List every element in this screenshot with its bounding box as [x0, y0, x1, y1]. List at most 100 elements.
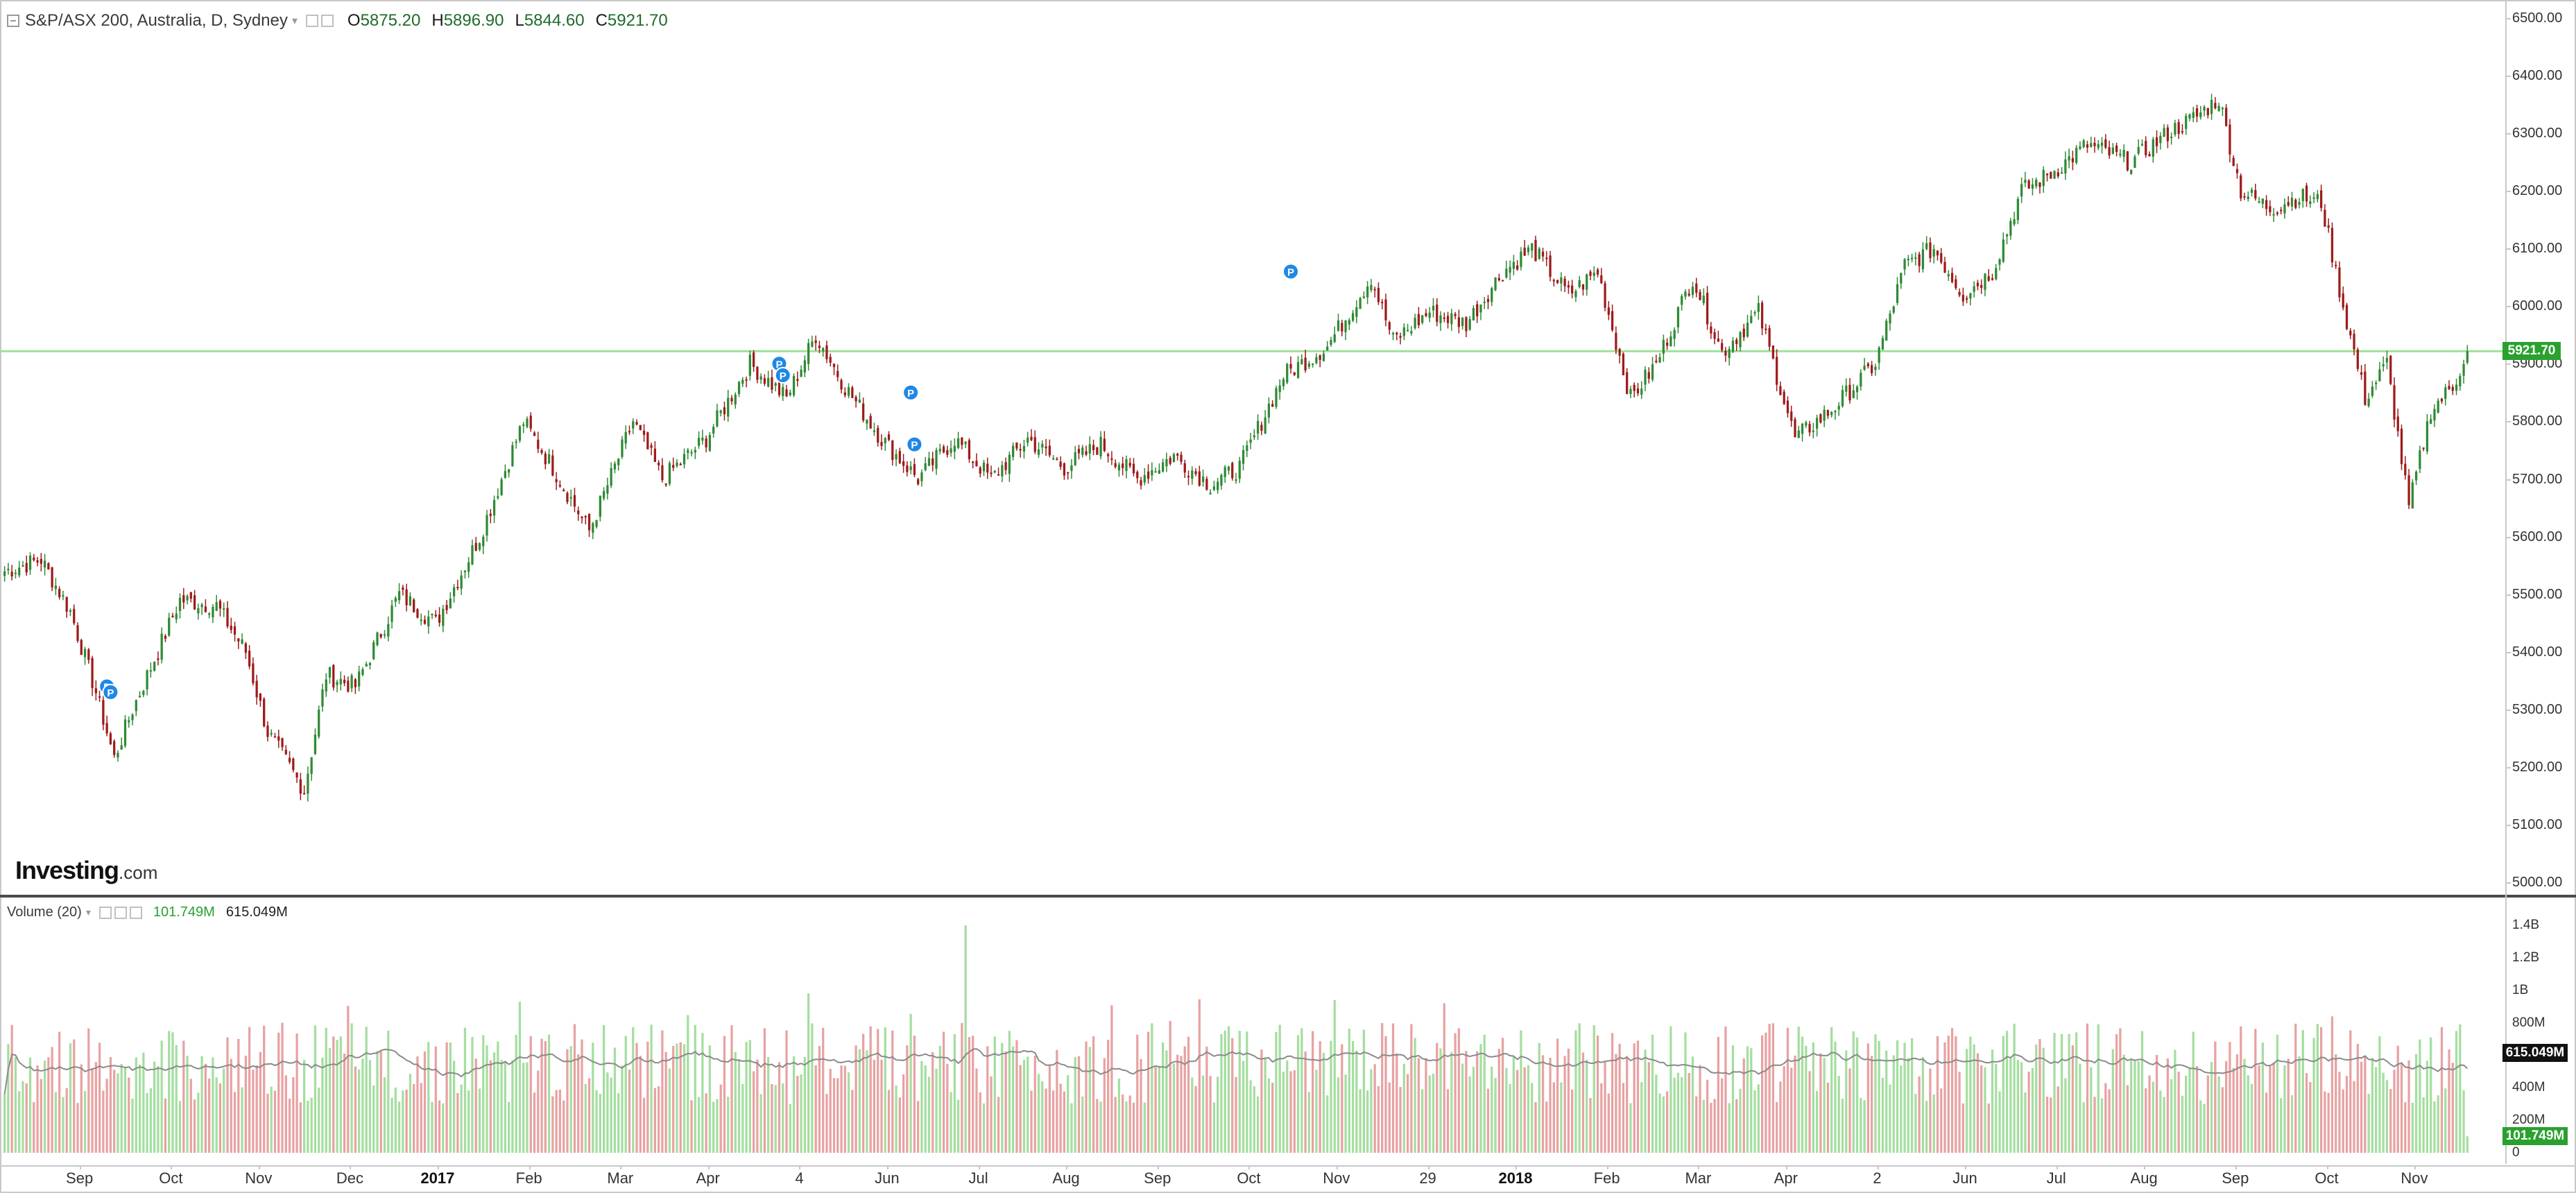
volume-bar — [931, 1052, 934, 1153]
candle-body — [1578, 280, 1581, 287]
volume-bar — [1315, 1070, 1318, 1153]
candle-body — [1834, 411, 1837, 413]
candle-body — [182, 594, 185, 603]
volume-title[interactable]: Volume (20) — [7, 904, 82, 920]
volume-bar — [310, 1097, 313, 1153]
candle-body — [1417, 314, 1420, 326]
candle-body — [1282, 379, 1285, 386]
candle-body — [105, 723, 108, 734]
candle-body — [1662, 339, 1665, 354]
candle-body — [701, 437, 704, 441]
candle-body — [339, 678, 342, 685]
volume-bar — [1717, 1036, 1720, 1153]
candle-body — [635, 422, 638, 425]
candle-body — [1344, 320, 1347, 332]
candle-body — [1845, 385, 1848, 392]
hide-icon[interactable] — [114, 906, 127, 919]
settings-icon[interactable] — [305, 15, 318, 27]
volume-bar — [387, 1030, 390, 1153]
volume-bar — [1760, 1035, 1764, 1153]
hide-icon[interactable] — [320, 15, 334, 27]
candle-body — [818, 345, 821, 348]
volume-bar — [1341, 1044, 1343, 1153]
candle-body — [1136, 472, 1139, 479]
collapse-icon[interactable] — [7, 15, 19, 27]
price-axis-tick — [2505, 766, 2511, 769]
candle-body — [592, 523, 594, 533]
candle-body — [197, 608, 200, 614]
candle-body — [328, 667, 332, 678]
chevron-down-icon[interactable]: ▾ — [85, 907, 91, 918]
price-axis-tick — [2505, 536, 2511, 538]
volume-bar — [474, 1058, 477, 1153]
volume-bar — [1571, 1089, 1574, 1153]
volume-bar — [898, 1097, 901, 1153]
volume-bar — [1128, 1095, 1131, 1153]
volume-bar — [1217, 1076, 1219, 1153]
candle-body — [558, 485, 562, 487]
volume-bar — [14, 1056, 17, 1153]
volume-bar — [1337, 1077, 1340, 1153]
candle-body — [1366, 286, 1369, 298]
volume-bar — [22, 1081, 24, 1153]
chevron-down-icon[interactable]: ▾ — [291, 15, 298, 27]
candle-body — [120, 745, 123, 750]
volume-bar — [2407, 1060, 2410, 1153]
volume-bar — [592, 1042, 594, 1153]
volume-bar — [252, 1070, 255, 1153]
volume-bar — [1246, 1031, 1248, 1153]
volume-bar — [1706, 1079, 1709, 1153]
volume-bar — [1151, 1023, 1153, 1153]
event-markers[interactable]: PPPPPPP — [98, 263, 1300, 701]
candle-body — [748, 354, 751, 376]
candle-body — [273, 736, 277, 738]
candle-body — [1128, 463, 1131, 466]
volume-bar — [182, 1040, 185, 1153]
candle-body — [529, 415, 532, 429]
volume-bar — [906, 1045, 909, 1153]
pane-divider[interactable] — [0, 895, 2576, 898]
candle-body — [2283, 204, 2286, 214]
candle-body — [906, 465, 909, 472]
candle-body — [2385, 358, 2389, 363]
volume-bar — [964, 925, 967, 1153]
volume-bar — [1914, 1094, 1917, 1153]
volume-bar — [314, 1025, 317, 1153]
candle-body — [1311, 363, 1314, 365]
candle-body — [1015, 443, 1018, 449]
candle-body — [1267, 404, 1271, 418]
time-axis-tick — [1066, 1165, 1068, 1169]
volume-bar — [759, 1094, 762, 1153]
candle-body — [1253, 435, 1255, 438]
candle-body — [43, 560, 46, 568]
candle-body — [10, 572, 13, 576]
volume-current-flag: 101.749M — [2502, 1127, 2568, 1146]
time-axis[interactable] — [0, 1165, 2576, 1193]
time-axis-label: Sep — [2222, 1169, 2249, 1187]
volume-bar — [2145, 1088, 2147, 1153]
candle-body — [204, 606, 207, 612]
volume-bar — [1253, 1086, 1255, 1153]
candle-body — [610, 467, 612, 486]
volume-bar — [1699, 1065, 1701, 1153]
candle-body — [624, 431, 627, 444]
symbol-title[interactable]: S&P/ASX 200, Australia, D, Sydney — [25, 11, 288, 30]
volume-bar — [1085, 1041, 1088, 1153]
candle-body — [2261, 198, 2264, 204]
settings-icon[interactable] — [98, 906, 112, 919]
time-axis-tick — [799, 1165, 801, 1169]
candle-body — [2152, 139, 2154, 157]
volume-bar — [164, 1098, 167, 1153]
close-icon[interactable] — [129, 906, 142, 919]
volume-bar — [2309, 1081, 2312, 1153]
candle-body — [2451, 387, 2454, 391]
candle-body — [1604, 283, 1606, 308]
candle-body — [2082, 140, 2085, 148]
volume-bar — [1486, 1088, 1490, 1153]
volume-bar — [1961, 1103, 1964, 1153]
volume-bar — [1048, 1065, 1051, 1153]
volume-bar — [1045, 1088, 1047, 1153]
volume-bar — [1586, 1059, 1588, 1153]
time-axis-label: Jun — [1952, 1169, 1977, 1187]
